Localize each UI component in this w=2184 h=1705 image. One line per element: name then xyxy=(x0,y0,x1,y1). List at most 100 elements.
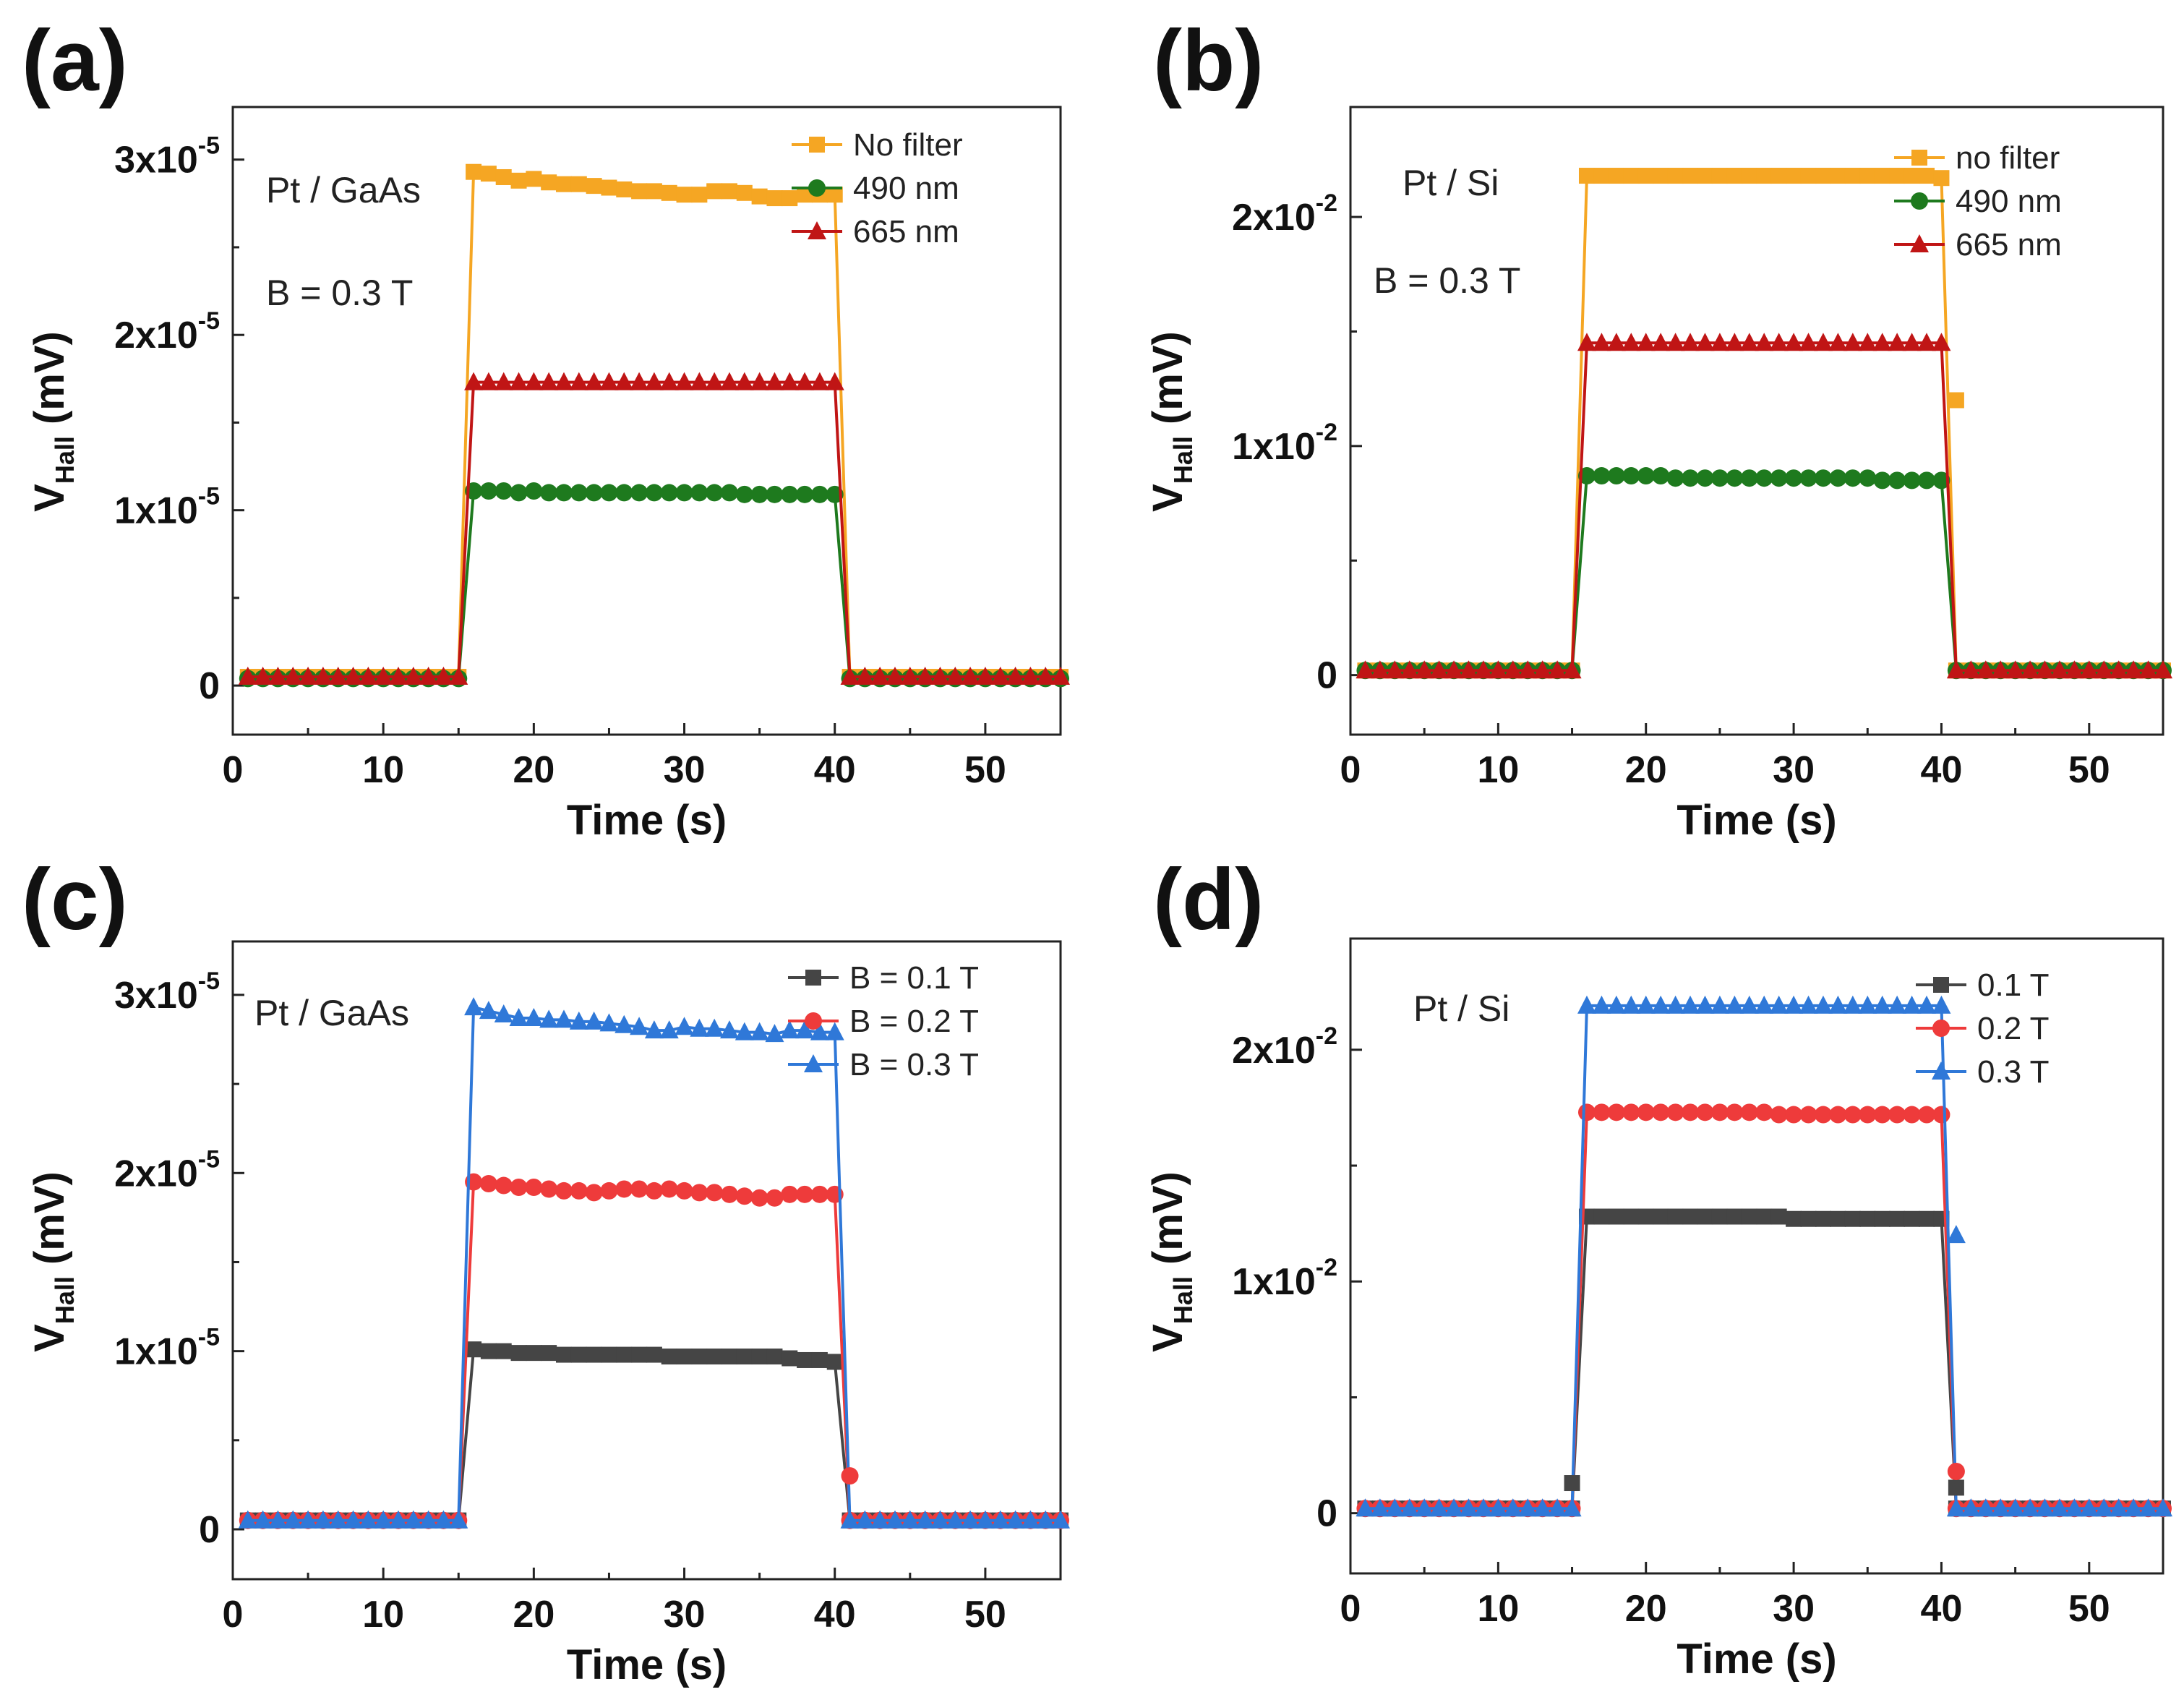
series-line xyxy=(1365,1111,2163,1510)
data-point xyxy=(1785,469,1803,487)
chart-panel-2: (b) 0 10 20 30 40 50 0 1x10-2 2x10-2 Time (s) VHall… xyxy=(1144,12,2172,844)
data-point xyxy=(2035,1498,2055,1517)
legend-label: 0.1 T xyxy=(1977,967,2049,1003)
transition-point xyxy=(1947,1463,1965,1481)
data-point xyxy=(2109,1498,2128,1517)
data-point xyxy=(645,484,663,502)
x-tick-label: 20 xyxy=(1625,749,1667,791)
data-point xyxy=(855,1510,875,1529)
data-point xyxy=(1799,469,1817,487)
data-point xyxy=(403,666,423,685)
data-point xyxy=(630,1180,648,1198)
data-point xyxy=(1874,168,1890,184)
legend-entry: 490 nm xyxy=(1894,184,2062,219)
data-point xyxy=(690,372,709,390)
data-point xyxy=(1667,168,1684,184)
data-point xyxy=(1828,333,1848,351)
plot-frame xyxy=(1349,106,2164,736)
legend-label: 665 nm xyxy=(1956,227,2062,262)
data-point xyxy=(238,1510,257,1529)
data-point xyxy=(569,372,588,390)
data-point xyxy=(268,666,288,685)
data-point xyxy=(1784,333,1804,351)
x-tick-label: 30 xyxy=(664,1594,706,1636)
series-line xyxy=(1365,474,2163,672)
panel-letter: (a) xyxy=(22,12,128,109)
data-point xyxy=(464,997,484,1016)
data-point xyxy=(253,666,273,685)
data-point xyxy=(539,1009,559,1028)
data-point xyxy=(1800,168,1817,184)
legend-entry: 665 nm xyxy=(1894,227,2062,262)
data-point xyxy=(1888,995,1907,1014)
data-point xyxy=(1710,995,1729,1014)
data-point xyxy=(1889,1210,1906,1227)
data-point xyxy=(1961,660,1981,679)
data-point xyxy=(1667,1208,1684,1225)
data-point xyxy=(646,183,662,200)
data-point xyxy=(706,1349,723,1365)
series-0-3-t xyxy=(1356,995,2172,1517)
data-point xyxy=(556,176,572,192)
data-point xyxy=(614,372,634,390)
data-point xyxy=(615,1180,633,1198)
data-point xyxy=(930,666,950,685)
data-point xyxy=(328,1510,348,1529)
data-point xyxy=(1682,168,1699,184)
x-axis-title: Time (s) xyxy=(567,1641,727,1688)
data-point xyxy=(1843,1106,1862,1124)
data-point xyxy=(1859,1106,1877,1124)
data-point xyxy=(599,1013,619,1032)
data-point xyxy=(1666,995,1685,1014)
data-point xyxy=(601,1346,617,1363)
data-point xyxy=(706,484,724,502)
legend-label: no filter xyxy=(1956,140,2060,176)
y-axis-title: VHall (mV) xyxy=(1144,1171,1198,1352)
data-point xyxy=(855,666,875,685)
y-tick-label: 3x10-5 xyxy=(114,132,220,181)
data-point xyxy=(1577,1103,1596,1121)
data-point xyxy=(795,372,815,390)
x-tick-label: 40 xyxy=(1921,1588,1963,1630)
data-point xyxy=(1051,666,1070,685)
data-point xyxy=(1889,168,1906,184)
y-tick-label: 1x10-5 xyxy=(114,1324,220,1373)
data-point xyxy=(1726,168,1743,184)
data-point xyxy=(1726,1103,1744,1121)
data-point xyxy=(2138,660,2158,679)
data-point xyxy=(1682,1103,1700,1121)
series-b-0-1-t xyxy=(239,1341,1069,1529)
data-point xyxy=(1533,1498,1552,1517)
data-point xyxy=(1933,170,1950,187)
x-axis-title: Time (s) xyxy=(1676,1636,1836,1683)
data-point xyxy=(1607,467,1625,485)
data-point xyxy=(1755,469,1773,487)
data-point xyxy=(2109,660,2128,679)
data-point xyxy=(750,372,769,390)
data-point xyxy=(494,1176,513,1195)
plot-frame xyxy=(231,106,1062,736)
series-0-1-t xyxy=(1357,1208,2171,1517)
panel-letter: (d) xyxy=(1153,851,1264,948)
series-665-nm xyxy=(1356,333,2172,679)
y-tick-label: 0 xyxy=(1316,1493,1337,1535)
data-point xyxy=(1636,333,1656,351)
data-point xyxy=(1593,1208,1610,1225)
legend-marker xyxy=(808,179,826,197)
data-point xyxy=(1444,660,1464,679)
data-point xyxy=(1637,1103,1655,1121)
data-point xyxy=(479,372,498,390)
data-point xyxy=(1548,660,1567,679)
data-point xyxy=(915,666,935,685)
data-point xyxy=(1666,1103,1684,1121)
data-point xyxy=(735,1187,753,1205)
series-line xyxy=(1365,341,2163,672)
data-point xyxy=(525,482,543,500)
data-point xyxy=(2079,1498,2099,1517)
data-point xyxy=(1473,660,1493,679)
data-point xyxy=(2154,660,2172,679)
data-point xyxy=(781,1185,799,1203)
data-point xyxy=(1874,1210,1890,1227)
x-tick-label: 0 xyxy=(1340,749,1361,791)
data-point xyxy=(1873,1106,1891,1124)
